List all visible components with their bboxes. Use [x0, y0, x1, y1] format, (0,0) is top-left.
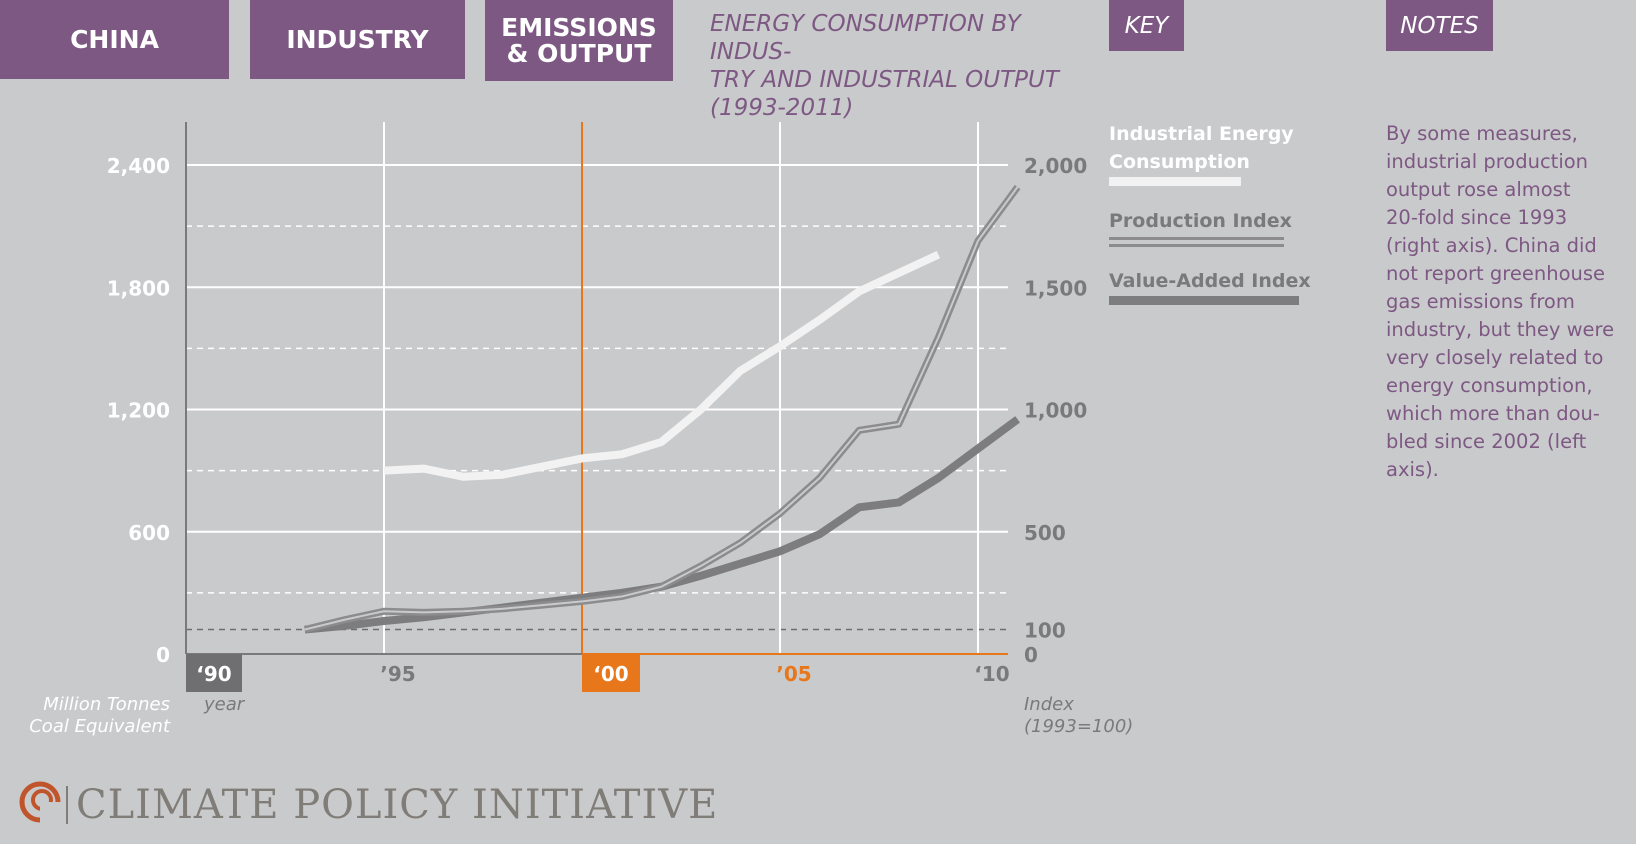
notes-tab[interactable]: NOTES: [1386, 0, 1493, 51]
right-tick-label: 1,500: [1024, 276, 1087, 300]
legend-production-swatch: [1109, 237, 1284, 247]
x-tick-label: ’95: [380, 662, 415, 686]
right-tick-label: 0: [1024, 643, 1038, 667]
key-tab[interactable]: KEY: [1109, 0, 1184, 51]
x-tick-label: ‘90: [196, 662, 231, 686]
left-tick-label: 0: [156, 643, 170, 667]
left-tick-label: 600: [128, 521, 170, 545]
left-tick-label: 2,400: [107, 154, 170, 178]
right-tick-label: 1,000: [1024, 399, 1087, 423]
legend-production-label: Production Index: [1109, 210, 1292, 232]
x-tick-label: ‘00: [593, 662, 628, 686]
x-tick-box-highlight: [582, 654, 640, 692]
logo-divider: [66, 786, 68, 824]
legend-value-added-swatch: [1109, 296, 1299, 305]
right-tick-label: 2,000: [1024, 154, 1087, 178]
right-axis-label: (1993=100): [1024, 716, 1133, 737]
x-tick-label: ‘10: [974, 662, 1009, 686]
left-tick-label: 1,800: [107, 276, 170, 300]
series-value-added-line: [304, 416, 1020, 634]
legend-value-added-label: Value-Added Index: [1109, 270, 1311, 292]
climate-policy-initiative-logo-icon: [19, 781, 62, 824]
tab-emissions-output[interactable]: EMISSIONS & OUTPUT: [485, 0, 673, 81]
logo-wordmark: CLIMATE POLICY INITIATIVE: [76, 782, 719, 828]
chart-title: ENERGY CONSUMPTION BY INDUS- TRY AND IND…: [710, 11, 1059, 121]
x-axis-label: year: [203, 694, 246, 715]
legend-energy-swatch: [1109, 177, 1241, 186]
x-tick-box-start: [186, 654, 242, 692]
left-axis-label: Coal Equivalent: [29, 716, 171, 737]
left-axis-label: Million Tonnes: [43, 694, 170, 715]
series-production-line-inner: [304, 186, 1019, 631]
right-axis-label: Index: [1024, 694, 1074, 715]
left-tick-label: 1,200: [107, 399, 170, 423]
series-energy-line: [383, 251, 941, 481]
tab-industry[interactable]: INDUSTRY: [250, 0, 465, 79]
right-tick-label: 100: [1024, 619, 1066, 643]
series-production-line: [303, 184, 1021, 633]
x-tick-label: ’05: [776, 662, 811, 686]
line-chart: 06001,2001,8002,40001005001,0001,5002,00…: [29, 122, 1133, 737]
right-tick-label: 500: [1024, 521, 1066, 545]
tab-china[interactable]: CHINA: [0, 0, 229, 79]
notes-text: By some measures, industrial production …: [1386, 122, 1615, 481]
legend-energy-label: Industrial Energy Consumption: [1109, 123, 1294, 173]
